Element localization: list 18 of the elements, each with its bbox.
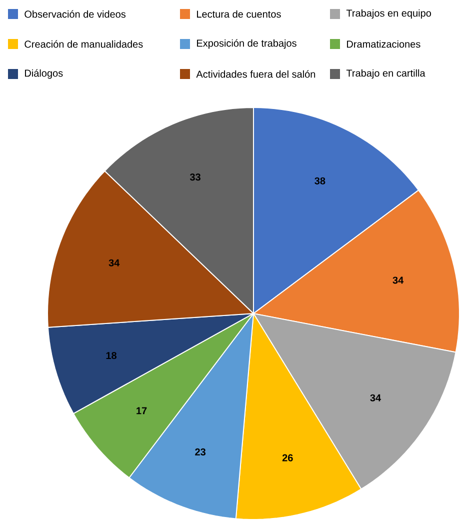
- legend-label: Trabajo en cartilla: [346, 69, 426, 79]
- legend-label: Dramatizaciones: [347, 40, 420, 48]
- legend-label: Actividades fuera del salón: [196, 70, 316, 78]
- data-label: 17: [136, 407, 147, 414]
- data-label: 34: [392, 276, 404, 284]
- data-label: 26: [282, 454, 293, 462]
- legend-label: Creación de manualidades: [24, 40, 143, 48]
- legend-label: Diálogos: [25, 69, 63, 79]
- legend-label: Lectura de cuentos: [197, 10, 281, 18]
- data-label: 34: [370, 394, 381, 402]
- legend-label: Trabajos en equipo: [346, 9, 431, 19]
- data-label: 23: [195, 448, 206, 456]
- data-label: 34: [108, 259, 120, 266]
- data-label: 33: [190, 174, 200, 181]
- data-label: 38: [314, 177, 326, 184]
- data-label: 18: [106, 352, 117, 360]
- legend-label: Observación de videos: [24, 10, 126, 18]
- legend-label: Exposición de trabajos: [197, 39, 296, 49]
